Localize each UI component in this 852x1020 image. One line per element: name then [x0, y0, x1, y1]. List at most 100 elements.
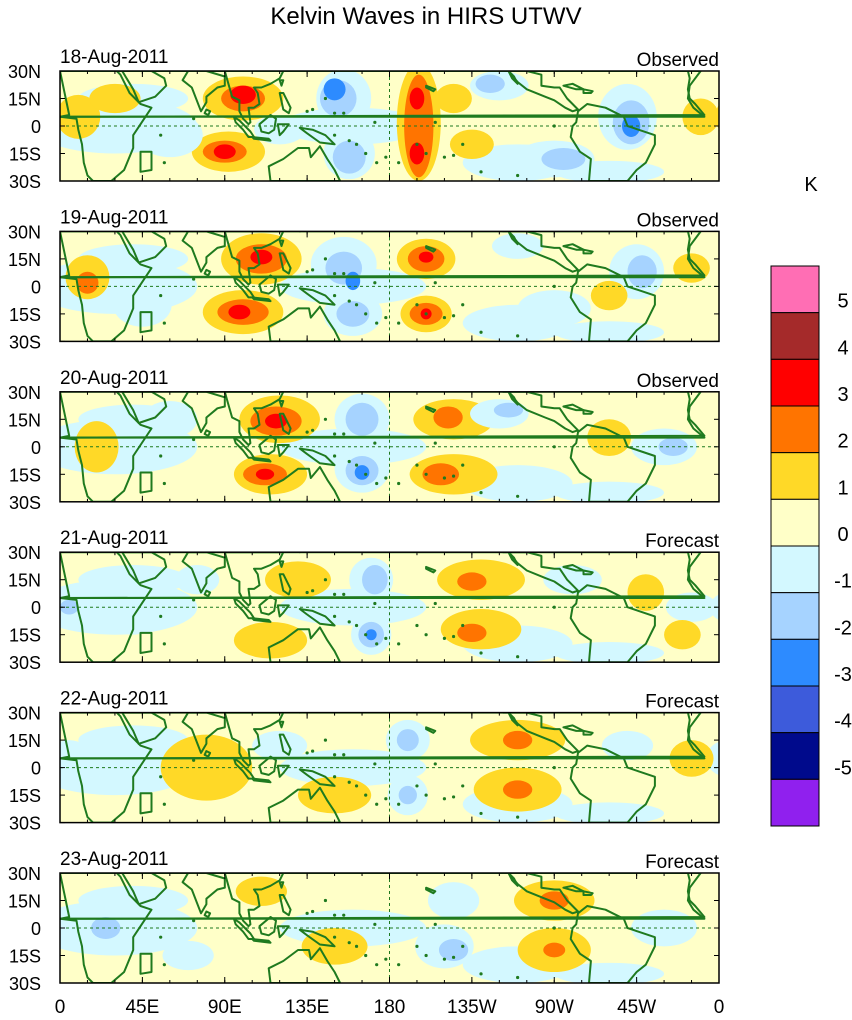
island — [323, 257, 328, 261]
lon-label: 90W — [535, 997, 574, 1018]
coastline-india — [181, 873, 226, 915]
anomaly-blob — [398, 785, 417, 805]
coastline-arabia — [121, 552, 168, 585]
island — [433, 120, 437, 124]
coastline-west-africa-tip — [60, 712, 706, 760]
coastline-arabia — [121, 873, 168, 906]
coastline-australia — [267, 466, 342, 502]
coastline-africa — [60, 231, 706, 342]
lat-label: 0 — [31, 277, 41, 297]
island — [373, 281, 377, 285]
coastline-new-guinea — [298, 928, 336, 948]
island — [305, 751, 309, 755]
island — [415, 463, 419, 467]
anomaly-blob — [627, 255, 657, 289]
coastline-mexico-central-america — [502, 71, 579, 113]
anomaly-blob — [213, 144, 236, 160]
anomaly-blob — [230, 85, 256, 105]
colorbar-label: 1 — [837, 477, 848, 499]
colorbar-swatch — [770, 685, 820, 734]
coastline-java — [251, 777, 272, 784]
anomaly-blob — [136, 113, 203, 158]
island — [162, 963, 166, 967]
anomaly-blob — [323, 78, 346, 101]
coastline-taiwan — [278, 400, 285, 408]
coastline-australia — [267, 305, 342, 342]
island — [442, 957, 447, 961]
coastline-borneo — [258, 595, 277, 616]
anomaly-blob — [502, 780, 533, 799]
colorbar-label: -1 — [834, 571, 852, 593]
island — [364, 793, 368, 797]
island — [479, 491, 483, 495]
coastline-new-guinea — [298, 608, 336, 627]
lat-label: 30N — [8, 543, 41, 563]
anomaly-blob — [449, 129, 494, 159]
island — [479, 811, 483, 816]
anomaly-blob — [365, 629, 377, 641]
coastline-baja — [507, 71, 519, 85]
anomaly-blob — [664, 620, 701, 650]
colorbar-label: 4 — [837, 337, 848, 359]
coastline-taiwan — [278, 881, 285, 889]
colorbar-label: -2 — [834, 617, 852, 639]
coastline-arabia — [121, 71, 168, 104]
island — [323, 738, 328, 742]
island — [332, 753, 337, 757]
island — [461, 463, 465, 467]
island — [442, 476, 447, 480]
island — [332, 775, 337, 779]
lat-label: 30S — [9, 493, 41, 513]
island — [364, 312, 368, 316]
coastline-india — [181, 552, 226, 594]
island — [384, 315, 388, 320]
anomaly-blob — [228, 304, 251, 320]
island — [347, 139, 351, 143]
coastline-borneo — [258, 434, 277, 456]
coastline-philippines — [278, 573, 292, 596]
coastline-africa — [60, 552, 706, 663]
coastline-africa — [60, 71, 706, 181]
island — [397, 321, 401, 325]
island — [384, 155, 388, 159]
island — [424, 312, 428, 316]
colorbar-label: 0 — [837, 524, 848, 546]
island — [354, 142, 359, 146]
lat-label: 15S — [9, 947, 41, 967]
panel-date: 22-Aug-2011 — [60, 689, 168, 710]
island — [311, 107, 315, 112]
coastline-africa — [60, 391, 706, 502]
coastline-hawaii — [425, 245, 437, 253]
anomaly-blob — [255, 468, 275, 480]
anomaly-blob — [354, 465, 370, 480]
island — [571, 506, 574, 509]
colorbar-swatch — [770, 545, 820, 594]
coastline-mexico-central-america — [502, 873, 579, 915]
island — [461, 303, 465, 307]
island — [347, 459, 351, 464]
lon-label: 0 — [714, 997, 725, 1018]
lat-label: 30N — [8, 704, 41, 724]
island — [461, 142, 465, 146]
island — [571, 185, 574, 188]
lat-label: 0 — [31, 919, 41, 939]
coastline-hispaniola — [582, 88, 594, 94]
coastline-india — [181, 391, 226, 434]
colorbar-label: -5 — [834, 757, 852, 779]
island — [479, 651, 483, 655]
island — [479, 972, 483, 976]
island — [347, 299, 351, 303]
coastline-australia — [267, 947, 342, 983]
island — [192, 598, 196, 602]
coastline-se-asia — [223, 391, 285, 446]
coastline-west-africa-tip — [60, 71, 706, 118]
lat-label: 15N — [8, 410, 41, 430]
island — [571, 987, 574, 990]
island — [424, 953, 428, 958]
colorbar-swatch — [770, 405, 820, 454]
island — [159, 133, 163, 137]
island — [375, 481, 379, 486]
island — [159, 293, 163, 298]
island — [516, 494, 520, 498]
island — [451, 153, 456, 157]
